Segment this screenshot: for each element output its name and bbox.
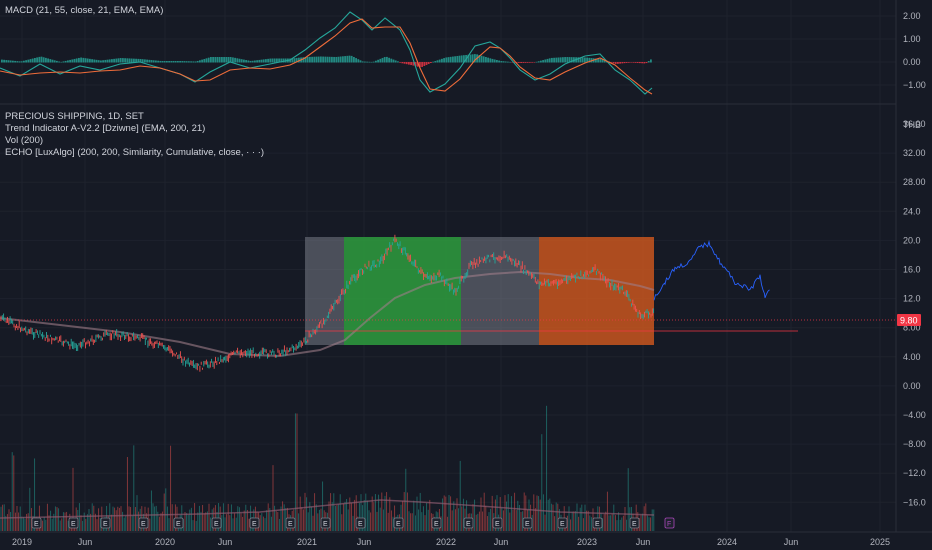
time-tick-label: Jun (494, 537, 509, 547)
earnings-marker-label: E (525, 521, 530, 528)
earnings-marker-label: E (176, 521, 181, 528)
time-tick-label: Jun (357, 537, 372, 547)
earnings-marker-label: E (214, 521, 219, 528)
echo-legend[interactable]: ECHO [LuxAlgo] (200, 200, Similarity, Cu… (5, 147, 265, 158)
macd-legend[interactable]: MACD (21, 55, close, 21, EMA, EMA) (5, 5, 164, 16)
earnings-marker[interactable] (68, 517, 79, 529)
macd-tick-label: 0.00 (903, 57, 921, 67)
echo-gray-zone-1 (305, 237, 344, 345)
price-tick-label: 36.00 (903, 119, 926, 129)
earnings-marker-label: E (103, 521, 108, 528)
symbol-legend[interactable]: PRECIOUS SHIPPING, 1D, SET (5, 111, 144, 122)
future-earnings-label: F (667, 521, 671, 528)
price-tick-label: 24.0 (903, 206, 921, 216)
earnings-marker-label: E (323, 521, 328, 528)
macd-axis[interactable]: 2.00 1.00 0.00 −1.00 (903, 11, 926, 90)
earnings-marker-label: E (358, 521, 363, 528)
earnings-marker-label: E (560, 521, 565, 528)
price-candles (0, 234, 655, 372)
price-tick-label: 32.00 (903, 148, 926, 158)
earnings-marker[interactable] (249, 517, 260, 529)
earnings-marker-label: E (396, 521, 401, 528)
time-tick-label: 2022 (436, 537, 456, 547)
earnings-marker-label: E (141, 521, 146, 528)
earnings-marker-label: E (288, 521, 293, 528)
earnings-marker[interactable] (173, 517, 184, 529)
earnings-marker-label: E (434, 521, 439, 528)
time-tick-label: 2020 (155, 537, 175, 547)
price-tick-label: −8.00 (903, 439, 926, 449)
price-tick-label: −12.0 (903, 468, 926, 478)
earnings-marker[interactable] (211, 517, 222, 529)
future-earnings-marker[interactable] (664, 517, 675, 529)
earnings-marker[interactable] (100, 517, 111, 529)
price-tick-label: −16.0 (903, 497, 926, 507)
earnings-marker-label: E (466, 521, 471, 528)
price-tick-label: 8.00 (903, 323, 921, 333)
price-tick-label: 0.00 (903, 381, 921, 391)
echo-forecast-line (653, 239, 770, 301)
macd-tick-label: 1.00 (903, 34, 921, 44)
earnings-marker[interactable] (557, 517, 568, 529)
trend-indicator-legend[interactable]: Trend Indicator A-V2.2 [Dziwne] (EMA, 20… (5, 123, 206, 134)
time-tick-label: 2019 (12, 537, 32, 547)
macd-tick-label: 2.00 (903, 11, 921, 21)
time-tick-label: 2025 (870, 537, 890, 547)
earnings-marker-label: E (34, 521, 39, 528)
price-axis[interactable]: 36.00 32.00 28.00 24.0 20.0 16.0 12.0 8.00 4.00 0… (903, 119, 926, 507)
price-tick-label: 12.0 (903, 294, 921, 304)
price-tick-label: 4.00 (903, 352, 921, 362)
time-tick-label: Jun (636, 537, 651, 547)
earnings-marker[interactable] (431, 517, 442, 529)
macd-pane (0, 11, 653, 95)
earnings-marker[interactable] (522, 517, 533, 529)
time-tick-label: 2023 (577, 537, 597, 547)
earnings-marker[interactable] (629, 517, 640, 529)
earnings-marker[interactable] (31, 517, 42, 529)
earnings-marker[interactable] (492, 517, 503, 529)
earnings-marker-label: E (71, 521, 76, 528)
time-tick-label: Jun (78, 537, 93, 547)
price-tick-label: −4.00 (903, 410, 926, 420)
time-tick-label: 2024 (717, 537, 737, 547)
earnings-marker[interactable] (320, 517, 331, 529)
earnings-marker-label: E (632, 521, 637, 528)
time-tick-label: Jun (784, 537, 799, 547)
volume-bars (0, 405, 655, 531)
earnings-marker[interactable] (592, 517, 603, 529)
volume-legend[interactable]: Vol (200) (5, 135, 44, 146)
time-tick-label: 2021 (297, 537, 317, 547)
last-price-tag: 9.80 (897, 314, 921, 326)
earnings-marker[interactable] (463, 517, 474, 529)
echo-gray-zone-2 (461, 237, 539, 345)
echo-orange-zone (539, 237, 654, 345)
earnings-marker-label: E (252, 521, 257, 528)
earnings-marker-label: E (595, 521, 600, 528)
price-tick-label: 16.0 (903, 265, 921, 275)
earnings-marker[interactable] (138, 517, 149, 529)
currency-label: THB (903, 120, 921, 130)
time-axis[interactable]: 2019 Jun 2020 Jun 2021 Jun 2022 Jun 2023 Jun 2024 J… (12, 537, 890, 547)
earnings-marker[interactable] (355, 517, 366, 529)
last-price-text: 9.80 (900, 316, 918, 326)
price-tick-label: 20.0 (903, 235, 921, 245)
time-tick-label: Jun (218, 537, 233, 547)
earnings-marker[interactable] (393, 517, 404, 529)
earnings-marker-label: E (495, 521, 500, 528)
macd-tick-label: −1.00 (903, 80, 926, 90)
trend-ema-line (0, 270, 655, 358)
price-tick-label: 28.00 (903, 177, 926, 187)
earnings-marker[interactable] (285, 517, 296, 529)
